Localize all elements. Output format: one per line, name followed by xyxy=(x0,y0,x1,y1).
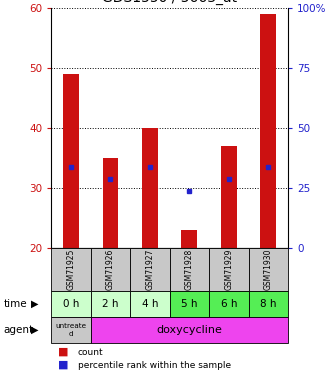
Text: percentile rank within the sample: percentile rank within the sample xyxy=(78,361,231,370)
Text: agent: agent xyxy=(3,325,33,335)
Bar xyxy=(181,230,197,248)
Bar xyxy=(209,291,249,317)
Text: GSM71930: GSM71930 xyxy=(264,248,273,290)
Bar xyxy=(51,317,91,343)
Text: doxycycline: doxycycline xyxy=(157,325,222,335)
Text: GSM71929: GSM71929 xyxy=(224,248,233,290)
Text: time: time xyxy=(3,299,27,309)
Text: ■: ■ xyxy=(58,360,69,370)
Text: ▶: ▶ xyxy=(31,325,38,335)
Bar xyxy=(51,291,91,317)
Bar xyxy=(130,248,169,291)
Bar xyxy=(91,291,130,317)
Bar xyxy=(249,248,288,291)
Bar xyxy=(130,291,169,317)
Text: count: count xyxy=(78,348,103,357)
Text: GSM71927: GSM71927 xyxy=(145,248,155,290)
Text: 8 h: 8 h xyxy=(260,299,276,309)
Text: GSM71926: GSM71926 xyxy=(106,248,115,290)
Bar xyxy=(103,158,118,248)
Bar xyxy=(91,317,288,343)
Text: 4 h: 4 h xyxy=(142,299,158,309)
Text: GSM71925: GSM71925 xyxy=(67,248,75,290)
Text: 5 h: 5 h xyxy=(181,299,198,309)
Bar xyxy=(169,291,209,317)
Text: ■: ■ xyxy=(58,347,69,357)
Bar xyxy=(221,146,237,248)
Bar xyxy=(63,74,79,248)
Bar xyxy=(169,248,209,291)
Bar xyxy=(51,248,91,291)
Bar xyxy=(209,248,249,291)
Text: untreate
d: untreate d xyxy=(56,324,87,336)
Text: 6 h: 6 h xyxy=(220,299,237,309)
Bar xyxy=(91,248,130,291)
Bar xyxy=(260,13,276,248)
Text: 0 h: 0 h xyxy=(63,299,79,309)
Text: ▶: ▶ xyxy=(31,299,38,309)
Bar xyxy=(249,291,288,317)
Bar xyxy=(142,128,158,248)
Text: 2 h: 2 h xyxy=(102,299,119,309)
Title: GDS1550 / 5663_at: GDS1550 / 5663_at xyxy=(102,0,237,5)
Text: GSM71928: GSM71928 xyxy=(185,249,194,290)
